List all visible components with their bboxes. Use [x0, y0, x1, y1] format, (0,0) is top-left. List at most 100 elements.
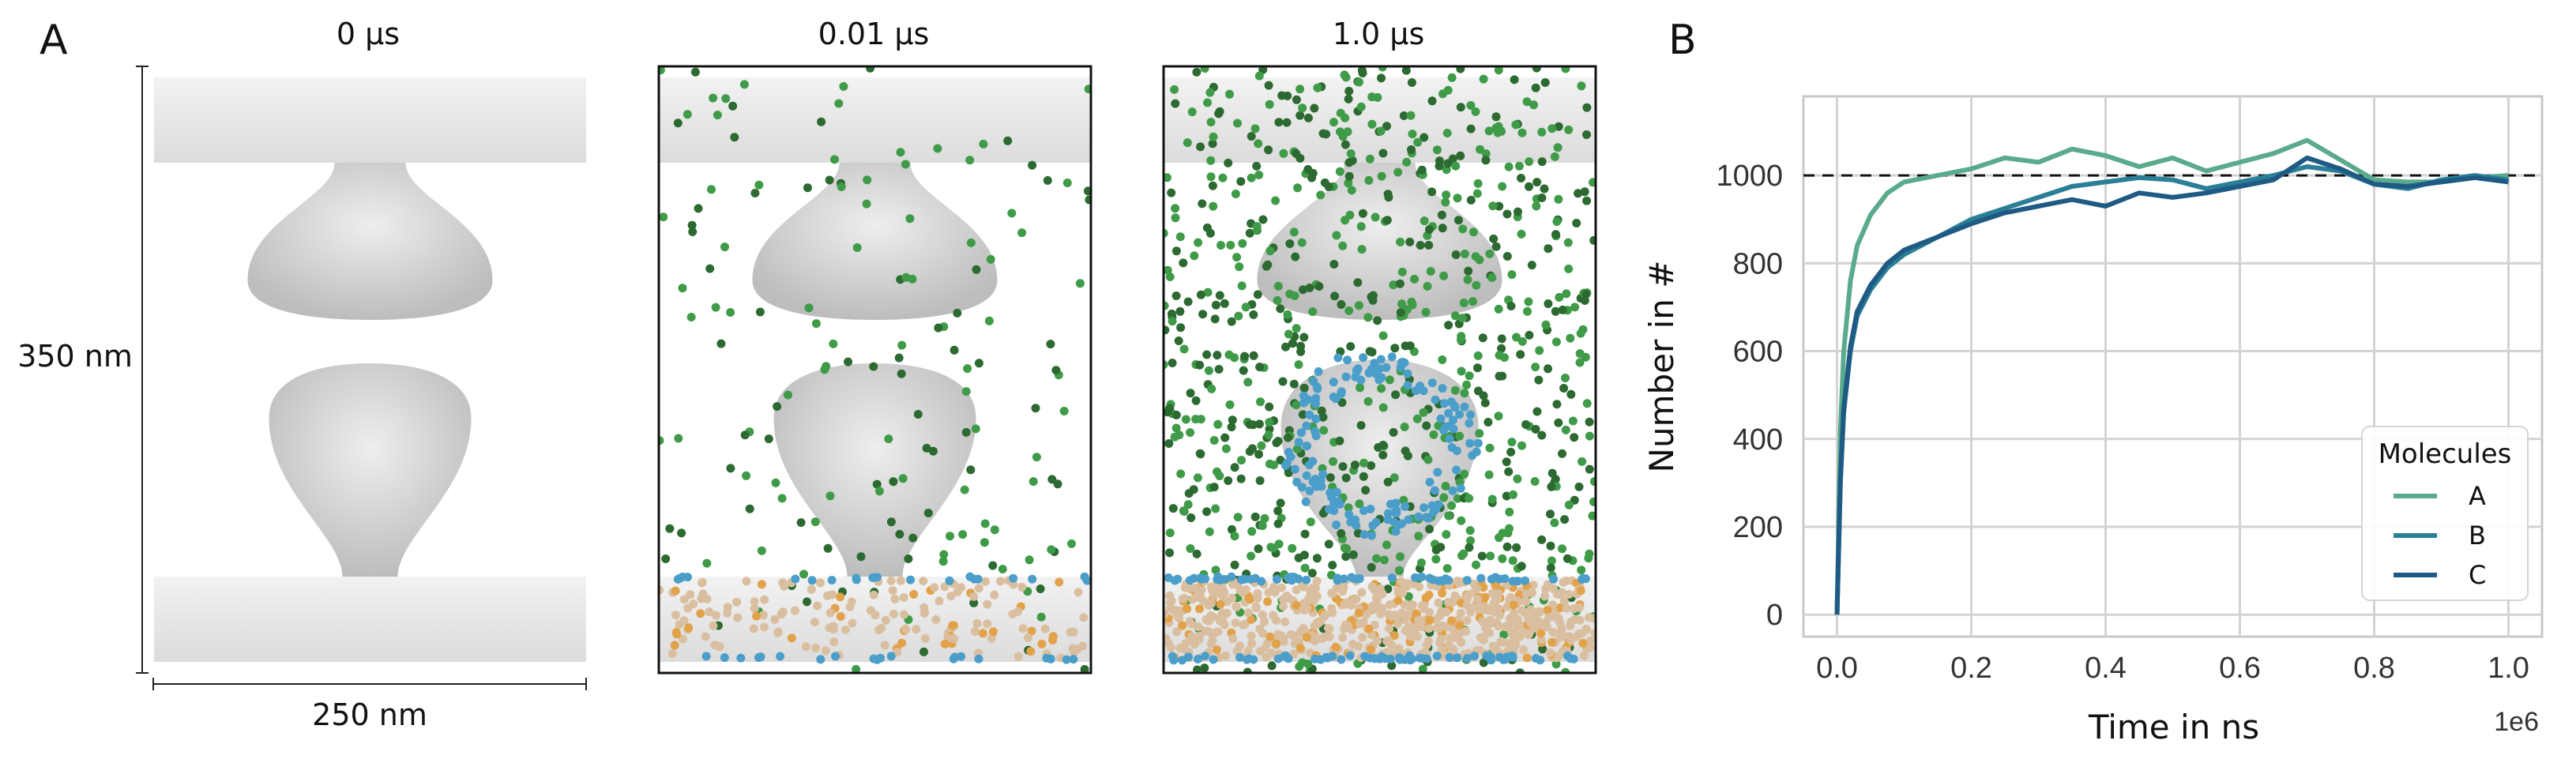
molecule-green: [721, 94, 731, 103]
molecule-orange: [1543, 605, 1552, 615]
molecule-green: [726, 464, 735, 473]
molecule-blue: [1337, 655, 1346, 664]
molecule-orange: [990, 590, 999, 600]
molecule-green: [961, 427, 971, 437]
molecule-blue: [816, 655, 825, 664]
molecule-green: [1456, 103, 1465, 112]
molecule-green: [1566, 333, 1575, 343]
molecule-green: [1298, 658, 1307, 667]
molecule-green: [829, 339, 838, 348]
molecule-green: [1511, 120, 1521, 130]
molecule-green: [1447, 73, 1457, 82]
molecule-orange: [709, 621, 718, 630]
molecule-green: [1344, 171, 1354, 181]
molecule-green: [728, 101, 738, 111]
molecule-orange: [1548, 600, 1558, 610]
molecule-blue: [1449, 424, 1458, 434]
molecule-green: [1292, 324, 1301, 333]
molecule-green: [1469, 227, 1478, 237]
molecule-blue: [1391, 527, 1401, 536]
molecule-green: [1017, 228, 1027, 238]
molecule-blue: [1386, 654, 1395, 663]
molecule-green: [1203, 288, 1213, 297]
molecule-blue: [1455, 410, 1465, 419]
molecule-green: [1423, 455, 1433, 464]
molecule-blue: [1062, 655, 1071, 664]
molecule-green: [1209, 436, 1219, 445]
molecule-orange: [750, 603, 759, 613]
molecule-green: [1413, 137, 1423, 147]
series-line-a: [1834, 137, 2509, 615]
molecule-blue: [1314, 367, 1323, 376]
molecule-orange: [742, 577, 751, 586]
molecule-green: [1553, 143, 1563, 152]
molecule-orange: [880, 641, 889, 650]
molecule-blue: [1414, 512, 1423, 521]
panel-b-label: B: [1668, 17, 1697, 64]
molecule-green: [1233, 118, 1242, 128]
molecule-green: [1273, 506, 1283, 516]
molecule-blue: [1427, 378, 1437, 388]
snapshot-title-1: 0.01 µs: [818, 17, 930, 51]
molecule-green: [1383, 477, 1393, 487]
molecule-orange: [678, 634, 687, 644]
molecule-orange: [1367, 582, 1377, 592]
molecule-green: [740, 430, 750, 440]
molecule-green: [1387, 661, 1397, 671]
bottom-membrane: [154, 577, 586, 662]
molecule-blue: [1486, 652, 1495, 661]
molecule-blue: [1347, 573, 1356, 582]
molecule-blue: [1028, 574, 1037, 584]
molecule-green: [1243, 378, 1253, 387]
molecule-green: [1202, 507, 1212, 517]
molecule-green: [1236, 474, 1246, 483]
molecule-green: [1554, 194, 1563, 204]
molecule-green: [1236, 177, 1246, 186]
molecule-green: [1407, 297, 1416, 306]
molecule-green: [1376, 126, 1386, 136]
molecule-green: [1371, 212, 1380, 222]
molecule-orange: [1013, 652, 1023, 661]
molecule-orange: [825, 623, 834, 633]
molecule-blue: [1337, 389, 1346, 398]
molecule-blue: [1421, 513, 1431, 522]
molecule-green: [1164, 325, 1170, 335]
molecule-orange: [686, 590, 695, 600]
molecule-blue: [974, 654, 983, 663]
molecule-blue: [1445, 652, 1454, 662]
molecule-orange: [897, 638, 907, 648]
molecule-green: [1453, 494, 1462, 503]
molecule-green: [1367, 348, 1377, 357]
molecule-green: [869, 362, 878, 371]
molecule-orange: [684, 623, 694, 633]
molecule-blue: [1549, 574, 1558, 584]
molecule-green: [1400, 423, 1409, 431]
molecule-green: [1529, 100, 1538, 110]
molecule-green: [1532, 201, 1541, 211]
molecules: [659, 66, 1091, 673]
molecule-orange: [696, 609, 705, 618]
molecule-green: [1486, 551, 1495, 561]
molecule-orange: [996, 577, 1005, 586]
molecule-green: [1480, 398, 1490, 408]
molecule-blue: [1417, 572, 1427, 581]
molecule-orange: [1556, 626, 1566, 636]
molecule-blue: [957, 652, 966, 661]
molecule-orange: [969, 592, 979, 601]
molecule-green: [1043, 176, 1052, 185]
molecule-orange: [1303, 603, 1312, 613]
molecule-orange: [848, 618, 857, 628]
molecule-green: [1273, 519, 1283, 528]
molecule-green: [1525, 330, 1534, 340]
molecule-orange: [810, 643, 820, 652]
molecule-green: [1313, 83, 1322, 92]
molecule-blue: [1082, 576, 1091, 585]
molecule-orange: [1221, 651, 1230, 660]
top-membrane: [659, 77, 1091, 163]
molecule-green: [810, 517, 820, 527]
molecule-green: [665, 524, 675, 533]
molecule-orange: [760, 622, 769, 632]
molecule-orange: [1495, 611, 1504, 620]
molecule-green: [1561, 425, 1570, 434]
molecule-green: [1356, 222, 1366, 231]
